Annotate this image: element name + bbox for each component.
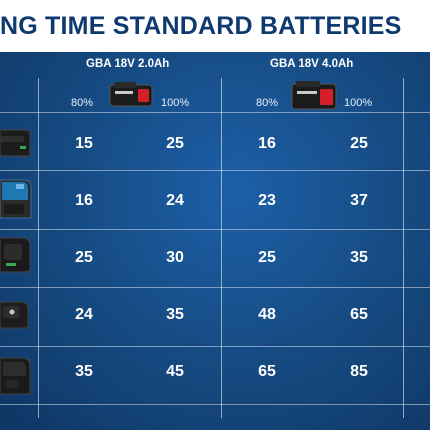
grid-line-horizontal	[0, 404, 430, 405]
grid-line-horizontal	[0, 346, 430, 347]
charger-icon	[0, 357, 31, 395]
cell-r5-4ah-80: 65	[258, 363, 276, 380]
cell-r4-4ah-100: 65	[350, 306, 368, 323]
cell-r3-4ah-80: 25	[258, 249, 276, 266]
cell-r1-4ah-100: 25	[350, 135, 368, 152]
cell-r3-2ah-100: 30	[166, 249, 184, 266]
pct-80-4ah: 80%	[256, 97, 279, 109]
cell-r2-4ah-100: 37	[350, 192, 368, 209]
title-bar: NG TIME STANDARD BATTERIES	[0, 0, 430, 52]
cell-r4-2ah-80: 24	[75, 306, 93, 323]
pct-100-2ah: 100%	[161, 97, 190, 109]
grid-line-vertical	[403, 78, 404, 418]
battery-2ah-icon	[109, 82, 153, 107]
cell-r5-2ah-80: 35	[75, 363, 93, 380]
cell-r2-2ah-100: 24	[166, 192, 184, 209]
pct-100-4ah: 100%	[344, 97, 373, 109]
cell-r3-2ah-80: 25	[75, 249, 93, 266]
cell-r3-4ah-100: 35	[350, 249, 368, 266]
charger-icon	[0, 237, 31, 273]
cell-r2-2ah-80: 16	[75, 192, 93, 209]
cell-r1-4ah-80: 16	[258, 135, 276, 152]
grid-line-horizontal	[0, 112, 430, 113]
cell-r4-2ah-100: 35	[166, 306, 184, 323]
grid-line-vertical	[221, 78, 222, 418]
cell-r5-2ah-100: 45	[166, 363, 184, 380]
cell-r2-4ah-80: 23	[258, 192, 276, 209]
cell-r5-4ah-100: 85	[350, 363, 368, 380]
pct-80-2ah: 80%	[71, 97, 94, 109]
grid-line-horizontal	[0, 287, 430, 288]
charger-icon	[0, 179, 32, 219]
page-title: NG TIME STANDARD BATTERIES	[0, 12, 402, 40]
cell-r1-2ah-80: 15	[75, 135, 93, 152]
battery-4ah-icon	[291, 81, 337, 110]
column-title-4ah: GBA 18V 4.0Ah	[270, 58, 354, 70]
grid-line-horizontal	[0, 229, 430, 230]
grid-line-horizontal	[0, 170, 430, 171]
cell-r4-4ah-80: 48	[258, 306, 276, 323]
charger-icon	[0, 301, 29, 329]
grid-line-vertical	[38, 78, 39, 418]
cell-r1-2ah-100: 25	[166, 135, 184, 152]
charger-icon	[0, 129, 31, 157]
column-title-2ah: GBA 18V 2.0Ah	[86, 58, 170, 70]
